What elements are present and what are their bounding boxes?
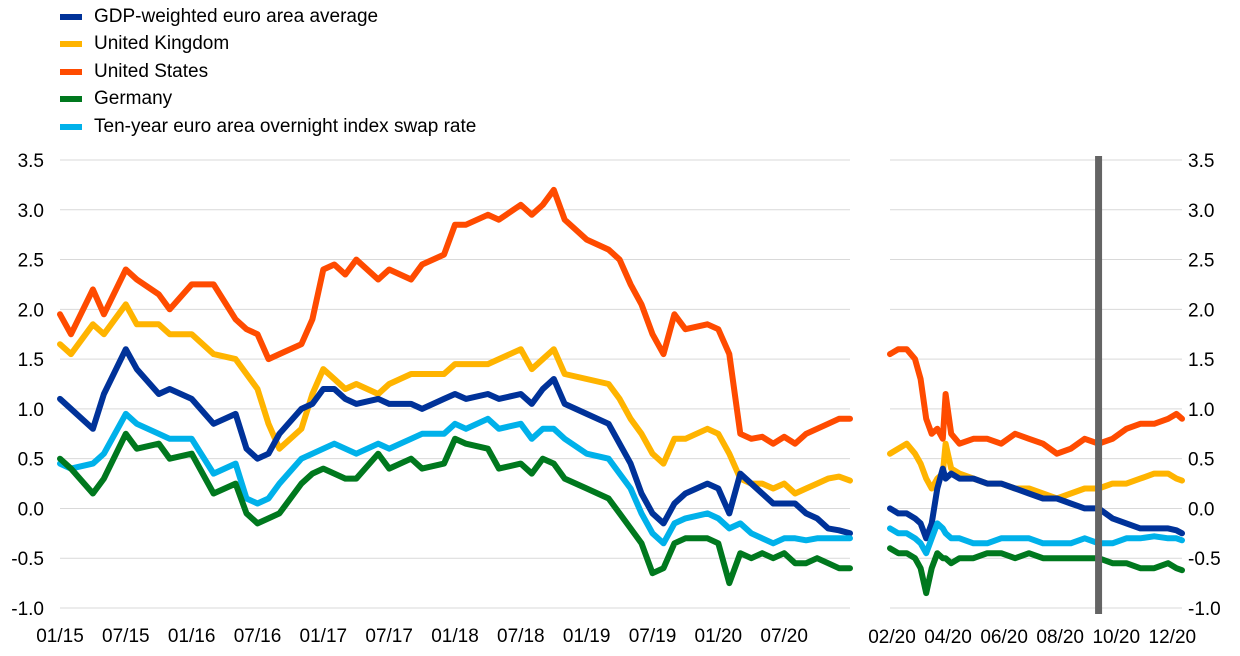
series-line-gdp-weighted-euro-area-average bbox=[887, 465, 1185, 542]
y-tick-label: 1.5 bbox=[18, 350, 44, 371]
x-tick-label: 01/15 bbox=[36, 626, 84, 647]
series-line-united-kingdom bbox=[887, 440, 1185, 502]
y-tick-label: 3.0 bbox=[1188, 201, 1214, 222]
chart-legend: GDP-weighted euro area average United Ki… bbox=[60, 3, 476, 141]
x-tick-label: 10/20 bbox=[1092, 627, 1140, 648]
legend-item-ois-rate: Ten-year euro area overnight index swap … bbox=[60, 113, 476, 141]
y-tick-label: 1.5 bbox=[1188, 350, 1214, 371]
series-line-united-kingdom bbox=[57, 301, 853, 497]
legend-item-germany: Germany bbox=[60, 86, 476, 114]
x-tick-label: 12/20 bbox=[1149, 627, 1197, 648]
series-line-ten-year-euro-area-overnight-index-swap-rate bbox=[57, 410, 853, 547]
y-tick-label: -0.5 bbox=[11, 549, 44, 570]
legend-label: Germany bbox=[94, 88, 173, 110]
legend-swatch bbox=[60, 13, 82, 20]
y-tick-label: 2.5 bbox=[18, 251, 44, 272]
x-tick-label: 07/16 bbox=[234, 626, 282, 647]
y-tick-label: -1.0 bbox=[1188, 599, 1221, 620]
series-line-germany bbox=[57, 430, 853, 587]
x-tick-label: 01/17 bbox=[300, 626, 348, 647]
legend-label: GDP-weighted euro area average bbox=[94, 5, 379, 27]
legend-swatch bbox=[60, 68, 82, 75]
series-line-united-states bbox=[57, 186, 853, 447]
x-tick-label: 07/19 bbox=[629, 626, 677, 647]
series-line-ten-year-euro-area-overnight-index-swap-rate bbox=[887, 520, 1185, 557]
legend-label: United States bbox=[94, 60, 209, 82]
series-line-united-states bbox=[887, 346, 1185, 457]
x-tick-label: 02/20 bbox=[868, 627, 916, 648]
x-tick-label: 01/16 bbox=[168, 626, 216, 647]
legend-swatch bbox=[60, 41, 82, 48]
legend-label: United Kingdom bbox=[94, 33, 230, 55]
y-tick-label: 3.5 bbox=[1188, 151, 1214, 172]
y-tick-label: 1.0 bbox=[18, 400, 44, 421]
x-tick-label: 07/20 bbox=[760, 626, 808, 647]
x-tick-label: 07/18 bbox=[497, 626, 545, 647]
y-tick-label: 2.0 bbox=[1188, 300, 1214, 321]
x-tick-label: 08/20 bbox=[1036, 627, 1084, 648]
x-tick-label: 01/19 bbox=[563, 626, 611, 647]
x-tick-label: 01/18 bbox=[431, 626, 479, 647]
series-line-germany bbox=[887, 545, 1185, 597]
legend-item-euro-area: GDP-weighted euro area average bbox=[60, 3, 476, 31]
y-tick-label: -0.5 bbox=[1188, 549, 1221, 570]
y-tick-label: 3.0 bbox=[18, 201, 44, 222]
y-tick-label: 0.0 bbox=[1188, 499, 1214, 520]
x-tick-label: 06/20 bbox=[980, 627, 1028, 648]
y-tick-label: 2.0 bbox=[18, 300, 44, 321]
legend-swatch bbox=[60, 123, 82, 130]
x-tick-label: 07/17 bbox=[365, 626, 413, 647]
y-tick-label: 3.5 bbox=[18, 151, 44, 172]
x-tick-label: 04/20 bbox=[924, 627, 972, 648]
x-tick-label: 07/15 bbox=[102, 626, 150, 647]
y-tick-label: 0.5 bbox=[18, 450, 44, 471]
legend-item-united-kingdom: United Kingdom bbox=[60, 31, 476, 59]
series-line-gdp-weighted-euro-area-average bbox=[57, 346, 853, 537]
legend-label: Ten-year euro area overnight index swap … bbox=[94, 115, 477, 137]
x-tick-label: 01/20 bbox=[695, 626, 743, 647]
legend-swatch bbox=[60, 96, 82, 103]
legend-item-united-states: United States bbox=[60, 58, 476, 86]
y-tick-label: 0.0 bbox=[18, 499, 44, 520]
y-tick-label: -1.0 bbox=[11, 599, 44, 620]
y-tick-label: 1.0 bbox=[1188, 400, 1214, 421]
y-tick-label: 2.5 bbox=[1188, 251, 1214, 272]
y-tick-label: 0.5 bbox=[1188, 450, 1214, 471]
